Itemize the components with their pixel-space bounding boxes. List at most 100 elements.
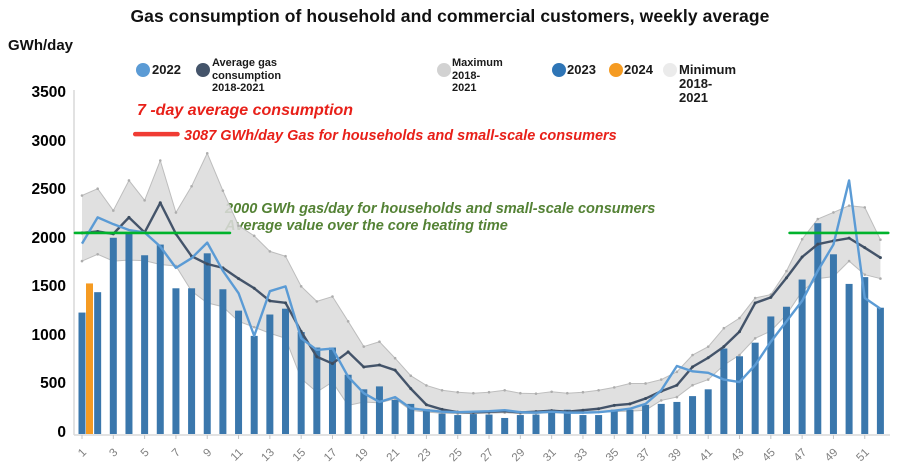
line-average-vertex bbox=[691, 365, 695, 369]
line-average-vertex bbox=[158, 201, 162, 205]
x-tick-label-31: 31 bbox=[541, 447, 559, 465]
band-max-vertex bbox=[847, 204, 851, 207]
band-max-vertex bbox=[127, 179, 131, 182]
legend-label: Minimum 2018-2021 bbox=[679, 62, 737, 105]
band-max-vertex bbox=[550, 390, 553, 394]
band-max-vertex bbox=[143, 199, 146, 202]
x-tick-label-7: 7 bbox=[170, 447, 183, 460]
legend-dot-icon bbox=[136, 63, 150, 77]
x-tick-label-37: 37 bbox=[635, 447, 653, 465]
annotation-green-line1: 2000 GWh gas/day for households and smal… bbox=[225, 201, 656, 217]
bar-2023-week-30 bbox=[532, 414, 540, 434]
line-average-vertex bbox=[675, 383, 679, 387]
band-max-vertex bbox=[331, 295, 334, 298]
band-max-vertex bbox=[393, 356, 397, 360]
band-max-vertex bbox=[96, 187, 99, 191]
band-max-vertex bbox=[315, 300, 319, 303]
legend-dot-icon bbox=[196, 63, 210, 77]
band-min-vertex bbox=[847, 259, 851, 263]
y-tick-label-2500: 2500 bbox=[31, 181, 66, 199]
band-max-vertex bbox=[112, 209, 115, 212]
annotation-red-headline: 7 -day average consumption bbox=[137, 102, 354, 119]
x-tick-label-3: 3 bbox=[107, 447, 120, 460]
bar-2023-week-17 bbox=[328, 347, 336, 434]
bar-2023-week-36 bbox=[626, 409, 634, 434]
band-max-vertex bbox=[440, 388, 444, 392]
bar-2023-week-16 bbox=[313, 347, 321, 434]
band-min-vertex bbox=[80, 259, 84, 263]
bar-2023-week-23 bbox=[422, 409, 430, 434]
y-tick-label-1500: 1500 bbox=[31, 278, 66, 296]
x-tick-label-43: 43 bbox=[729, 447, 747, 465]
band-max-vertex bbox=[706, 345, 710, 348]
line-average-vertex bbox=[346, 350, 350, 354]
band-max-vertex bbox=[190, 184, 193, 188]
bar-2023-week-33 bbox=[579, 415, 587, 434]
bar-2023-week-6 bbox=[156, 244, 164, 434]
legend-label: 2022 bbox=[152, 62, 181, 77]
bar-2023-week-46 bbox=[782, 306, 790, 434]
line-average-vertex bbox=[863, 246, 867, 250]
x-tick-label-25: 25 bbox=[447, 447, 465, 465]
annotation-green-line2: Average value over the core heating time bbox=[225, 218, 508, 234]
band-max-vertex bbox=[80, 194, 84, 197]
y-tick-label-2000: 2000 bbox=[31, 229, 66, 247]
chart-legend: 2022 Average gas consumption 2018-2021 Max… bbox=[0, 54, 900, 105]
line-average-vertex bbox=[284, 301, 288, 305]
line-average-vertex bbox=[847, 236, 851, 240]
bar-2023-week-47 bbox=[798, 279, 806, 434]
line-average-vertex bbox=[440, 407, 444, 411]
x-tick-label-47: 47 bbox=[792, 447, 810, 465]
bar-2023-week-11 bbox=[235, 310, 243, 434]
band-max-vertex bbox=[409, 374, 413, 378]
band-max-vertex bbox=[832, 211, 835, 214]
y-tick-label-500: 500 bbox=[40, 375, 66, 393]
band-max-vertex bbox=[863, 206, 867, 209]
x-tick-label-23: 23 bbox=[416, 447, 434, 465]
line-average-vertex bbox=[377, 363, 381, 367]
x-tick-label-51: 51 bbox=[854, 447, 872, 465]
annotation-red-subline: 3087 GWh/day Gas for households and smal… bbox=[184, 128, 617, 144]
x-tick-label-35: 35 bbox=[604, 447, 622, 465]
line-average-vertex bbox=[393, 368, 397, 372]
bar-2023-week-50 bbox=[845, 283, 853, 434]
bar-2023-week-19 bbox=[360, 389, 368, 434]
band-min-vertex bbox=[738, 353, 741, 357]
bar-2023-week-41 bbox=[704, 389, 712, 434]
x-tick-label-29: 29 bbox=[510, 447, 528, 465]
band-max-vertex bbox=[487, 390, 491, 394]
band-max-vertex bbox=[252, 234, 256, 238]
band-min-vertex bbox=[879, 277, 882, 280]
line-average-vertex bbox=[424, 403, 428, 407]
band-max-vertex bbox=[284, 254, 287, 258]
bar-2023-week-4 bbox=[125, 232, 133, 434]
x-tick-label-17: 17 bbox=[322, 447, 340, 465]
band-max-vertex bbox=[785, 269, 788, 273]
x-tick-label-45: 45 bbox=[760, 447, 778, 465]
line-average-vertex bbox=[769, 295, 773, 299]
legend-label: Average gas consumption 2018-2021 bbox=[212, 57, 282, 94]
x-tick-label-13: 13 bbox=[259, 447, 277, 465]
band-min-vertex bbox=[659, 399, 663, 402]
band-max-vertex bbox=[612, 386, 616, 389]
x-tick-label-15: 15 bbox=[291, 447, 309, 465]
band-max-vertex bbox=[879, 238, 882, 242]
bar-2023-week-48 bbox=[814, 223, 822, 434]
bar-2023-week-18 bbox=[344, 374, 352, 434]
band-max-vertex bbox=[378, 340, 381, 344]
bar-2023-week-26 bbox=[469, 414, 477, 434]
legend-dot-icon bbox=[663, 63, 677, 77]
bar-2023-week-32 bbox=[563, 409, 571, 434]
bar-2023-week-52 bbox=[876, 307, 884, 434]
line-average-vertex bbox=[252, 286, 256, 290]
bar-2023-week-28 bbox=[501, 417, 509, 434]
bar-2023-week-20 bbox=[375, 386, 383, 434]
bar-2023-week-10 bbox=[219, 289, 227, 434]
band-max-vertex bbox=[503, 388, 506, 392]
chart-title: Gas consumption of household and commerc… bbox=[130, 6, 770, 26]
x-tick-label-49: 49 bbox=[823, 447, 841, 465]
bar-2023-week-44 bbox=[751, 342, 759, 434]
x-tick-label-39: 39 bbox=[666, 447, 684, 465]
y-tick-label-3500: 3500 bbox=[31, 84, 66, 101]
bar-2023-week-49 bbox=[829, 254, 837, 434]
